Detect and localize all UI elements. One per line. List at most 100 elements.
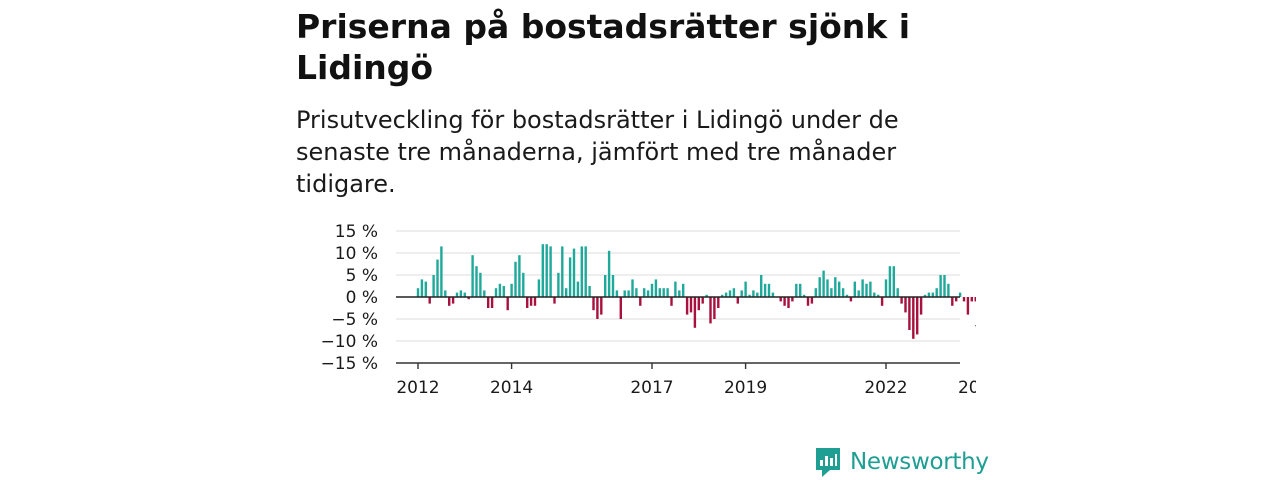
bar xyxy=(931,292,934,297)
bar xyxy=(526,297,529,308)
bar xyxy=(615,290,619,297)
bar xyxy=(631,279,634,297)
bar xyxy=(619,297,622,319)
bar xyxy=(763,283,767,297)
bar xyxy=(939,275,942,297)
bar xyxy=(795,283,798,297)
bar xyxy=(845,294,849,297)
bar xyxy=(588,286,591,297)
bar xyxy=(557,272,560,297)
bar xyxy=(650,283,654,297)
newsworthy-logo-icon xyxy=(816,448,840,477)
bar xyxy=(923,294,927,297)
bar xyxy=(514,261,517,297)
bars xyxy=(416,244,976,339)
bar xyxy=(607,250,611,297)
bar xyxy=(662,288,665,297)
bar xyxy=(467,297,470,300)
bar xyxy=(444,290,447,297)
bar xyxy=(970,297,973,302)
bar xyxy=(494,288,498,297)
y-tick-label: 0 % xyxy=(346,288,378,308)
bar xyxy=(522,272,525,297)
chart-title: Priserna på bostadsrätter sjönk i Liding… xyxy=(296,7,911,87)
bar xyxy=(849,297,853,302)
newsworthy-brand[interactable]: Newsworthy xyxy=(814,446,989,478)
y-tick-label: −15 % xyxy=(321,354,378,374)
bar xyxy=(966,297,970,315)
bar xyxy=(459,290,463,297)
bar xyxy=(572,248,576,297)
bar xyxy=(596,297,599,319)
x-tick-label: 2019 xyxy=(724,378,767,398)
bar xyxy=(568,257,572,297)
bar xyxy=(814,288,817,297)
bar xyxy=(728,290,732,297)
bar xyxy=(861,279,864,297)
bar xyxy=(487,297,490,308)
bar xyxy=(818,277,821,297)
bar xyxy=(912,297,915,339)
bar xyxy=(713,297,716,319)
bar xyxy=(475,266,478,297)
bar xyxy=(865,283,868,297)
bar xyxy=(962,297,966,302)
bar xyxy=(709,297,712,324)
x-tick-label: 2014 xyxy=(490,378,533,398)
y-tick-label: 5 % xyxy=(346,266,378,286)
bar xyxy=(580,246,583,297)
bar xyxy=(498,283,502,297)
bar xyxy=(565,288,568,297)
bar xyxy=(529,297,533,306)
bar xyxy=(490,297,494,308)
x-tick-label: 2017 xyxy=(630,378,673,398)
bar xyxy=(955,297,958,302)
bar xyxy=(834,277,837,297)
bar xyxy=(806,297,810,306)
bar xyxy=(736,297,739,304)
bar xyxy=(432,275,435,297)
bar xyxy=(600,297,603,315)
bar xyxy=(927,292,931,297)
bar xyxy=(935,288,938,297)
bar xyxy=(576,281,580,297)
bar xyxy=(658,288,661,297)
bar xyxy=(752,290,755,297)
x-tick-label: 2022 xyxy=(864,378,907,398)
bar xyxy=(951,297,954,306)
bar xyxy=(853,281,856,297)
bar xyxy=(682,283,685,297)
bar xyxy=(455,292,459,297)
bar xyxy=(611,275,615,297)
bar xyxy=(471,255,474,297)
bar xyxy=(643,288,646,297)
bar xyxy=(822,270,825,297)
bar xyxy=(451,297,455,304)
y-tick-label: −10 % xyxy=(321,332,378,352)
bar xyxy=(748,294,751,297)
bar xyxy=(869,281,872,297)
bar xyxy=(756,292,759,297)
bar xyxy=(518,255,521,297)
bar xyxy=(740,290,743,297)
bar xyxy=(799,283,802,297)
bar xyxy=(440,246,443,297)
bar xyxy=(448,297,451,306)
bar xyxy=(771,292,775,297)
bar xyxy=(919,297,923,315)
bar xyxy=(724,292,728,297)
bar xyxy=(880,297,884,306)
bar xyxy=(479,272,482,297)
y-tick-label: −5 % xyxy=(331,310,378,330)
latest-value-annotation: −2 % xyxy=(974,316,976,336)
bar xyxy=(483,290,486,297)
bar xyxy=(428,297,431,304)
bar xyxy=(533,297,537,306)
bar xyxy=(701,297,704,304)
bar xyxy=(693,297,697,328)
y-tick-label: 15 % xyxy=(335,222,378,242)
bar xyxy=(537,279,541,297)
bar xyxy=(627,290,630,297)
bar xyxy=(744,281,747,297)
bar xyxy=(623,290,626,297)
